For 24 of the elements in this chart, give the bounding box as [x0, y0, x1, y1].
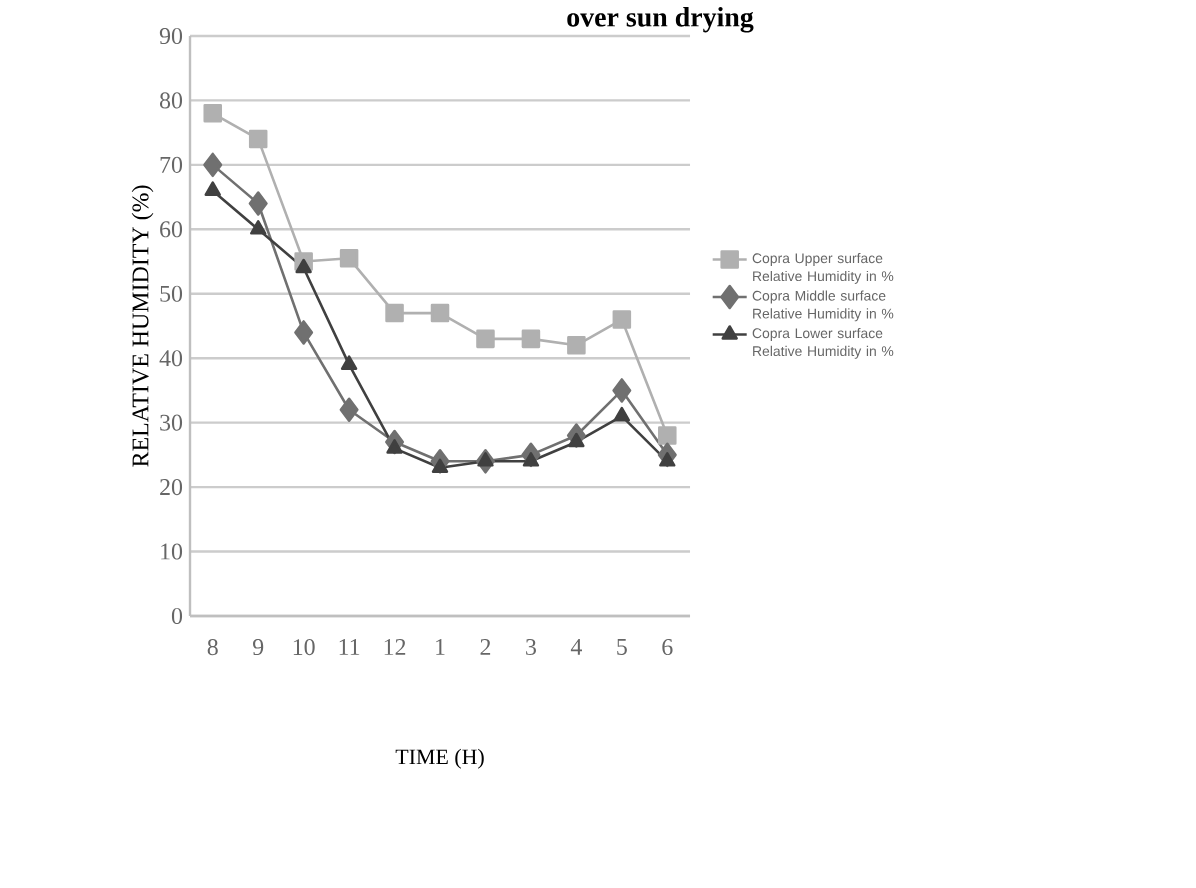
y-tick-label: 80 — [159, 92, 183, 109]
x-tick-label: 5 — [617, 639, 627, 655]
y-tick-label: 50 — [160, 285, 183, 302]
y-tick-label: 40 — [159, 350, 183, 367]
x-tick-label: 6 — [662, 639, 673, 656]
y-tick-label: 0 — [171, 607, 183, 625]
x-tick-label: 8 — [207, 639, 218, 656]
x-tick-label: 2 — [480, 639, 491, 655]
chart-title: over sun drying — [567, 7, 754, 33]
y-tick-label: 10 — [161, 543, 183, 560]
x-tick-label: 1 — [436, 639, 445, 655]
y-tick-label: 70 — [160, 156, 183, 173]
x-axis-title: TIME (H) — [395, 748, 484, 769]
y-tick-label: 90 — [159, 27, 183, 45]
y-tick-label: 30 — [160, 414, 183, 431]
x-tick-label: 9 — [253, 639, 264, 656]
y-tick-label: 60 — [160, 221, 183, 238]
x-tick-label: 4 — [570, 639, 582, 655]
x-tick-label: 10 — [293, 639, 315, 656]
x-tick-label: 3 — [526, 639, 536, 656]
y-axis-title: RELATIVE HUMIDITY (%) — [131, 185, 154, 467]
x-tick-label: 11 — [339, 639, 360, 655]
x-tick-label: 12 — [384, 639, 406, 655]
y-tick-label: 20 — [160, 479, 183, 496]
